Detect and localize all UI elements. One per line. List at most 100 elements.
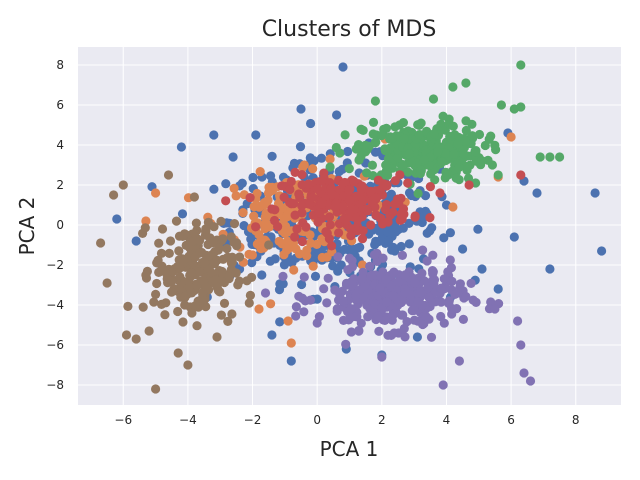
cluster-5-point bbox=[458, 314, 468, 324]
cluster-6-point bbox=[123, 301, 133, 311]
cluster-1-point bbox=[384, 236, 394, 246]
cluster-6-point bbox=[160, 310, 170, 320]
cluster-4-point bbox=[285, 184, 295, 195]
cluster-1-point bbox=[228, 152, 238, 162]
cluster-5-point bbox=[444, 298, 454, 309]
cluster-1-point bbox=[477, 264, 487, 274]
cluster-4-point bbox=[325, 220, 335, 230]
cluster-6-point bbox=[191, 218, 201, 228]
cluster-1-point bbox=[279, 260, 289, 270]
cluster-4-point bbox=[366, 220, 376, 230]
cluster-5-point bbox=[381, 275, 391, 285]
cluster-3-point bbox=[390, 122, 400, 132]
cluster-6-point bbox=[207, 268, 217, 278]
cluster-6-point bbox=[227, 309, 237, 319]
cluster-5-point bbox=[438, 380, 448, 390]
cluster-3-point bbox=[419, 155, 429, 165]
cluster-2-point bbox=[260, 212, 270, 222]
cluster-1-point bbox=[336, 260, 346, 270]
cluster-2-point bbox=[244, 249, 254, 259]
cluster-5-point bbox=[351, 291, 361, 301]
cluster-1-point bbox=[297, 279, 307, 290]
cluster-3-point bbox=[354, 155, 364, 165]
cluster-5-point bbox=[439, 274, 449, 284]
cluster-1-point bbox=[425, 226, 435, 236]
x-tick-label: 6 bbox=[507, 413, 515, 427]
cluster-5-point bbox=[312, 318, 322, 328]
cluster-5-point bbox=[278, 271, 288, 281]
cluster-4-point bbox=[307, 193, 318, 203]
cluster-5-point bbox=[341, 280, 352, 290]
cluster-5-point bbox=[519, 368, 529, 378]
cluster-4-point bbox=[388, 207, 398, 217]
cluster-4-point bbox=[297, 236, 307, 247]
x-tick-label: −6 bbox=[114, 413, 132, 427]
cluster-3-point bbox=[399, 134, 409, 144]
cluster-5-point bbox=[388, 290, 398, 301]
cluster-4-point bbox=[290, 232, 300, 242]
cluster-5-point bbox=[299, 307, 309, 317]
cluster-1-point bbox=[270, 254, 280, 264]
cluster-3-point bbox=[445, 131, 455, 142]
cluster-6-point bbox=[223, 316, 233, 326]
cluster-4-point bbox=[366, 186, 376, 196]
cluster-4-point bbox=[382, 181, 392, 191]
cluster-5-point bbox=[468, 295, 478, 305]
cluster-4-point bbox=[358, 226, 368, 236]
cluster-2-point bbox=[252, 239, 262, 249]
x-tick-label: 4 bbox=[443, 413, 451, 427]
cluster-1-point bbox=[445, 228, 455, 238]
cluster-1-point bbox=[337, 164, 347, 174]
cluster-3-point bbox=[371, 137, 381, 147]
cluster-2-point bbox=[255, 167, 265, 177]
cluster-5-point bbox=[344, 253, 355, 263]
x-tick-label: 0 bbox=[313, 413, 321, 427]
cluster-5-point bbox=[461, 291, 471, 302]
cluster-4-point bbox=[349, 176, 359, 186]
cluster-4-point bbox=[301, 222, 311, 232]
cluster-2-point bbox=[325, 154, 335, 164]
cluster-5-point bbox=[422, 256, 432, 266]
cluster-6-point bbox=[109, 190, 119, 200]
cluster-1-point bbox=[177, 209, 188, 219]
cluster-3-point bbox=[509, 104, 519, 114]
cluster-4-point bbox=[425, 182, 435, 192]
cluster-6-point bbox=[164, 248, 174, 258]
cluster-3-point bbox=[496, 100, 506, 110]
cluster-6-point bbox=[190, 228, 200, 238]
cluster-6-point bbox=[174, 231, 185, 241]
cluster-6-point bbox=[138, 302, 148, 312]
cluster-3-point bbox=[490, 140, 500, 150]
cluster-1-point bbox=[370, 240, 380, 250]
cluster-6-point bbox=[149, 297, 159, 307]
cluster-2-point bbox=[231, 191, 241, 201]
cluster-2-point bbox=[279, 250, 289, 260]
cluster-6-point bbox=[201, 226, 211, 236]
cluster-3-point bbox=[362, 168, 372, 178]
cluster-1-point bbox=[251, 130, 261, 140]
cluster-5-point bbox=[447, 276, 457, 286]
cluster-1-point bbox=[112, 214, 122, 224]
cluster-1-point bbox=[396, 241, 406, 252]
cluster-5-point bbox=[454, 356, 464, 366]
cluster-6-point bbox=[190, 252, 200, 262]
cluster-3-point bbox=[487, 160, 497, 170]
cluster-1-point bbox=[545, 264, 555, 274]
cluster-1-point bbox=[412, 332, 422, 342]
cluster-6-point bbox=[178, 317, 188, 327]
x-tick-label: −4 bbox=[179, 413, 197, 427]
cluster-1-point bbox=[338, 62, 348, 72]
cluster-3-point bbox=[474, 129, 485, 140]
cluster-3-point bbox=[356, 124, 366, 134]
cluster-5-point bbox=[363, 312, 373, 322]
cluster-4-point bbox=[370, 193, 380, 203]
cluster-3-point bbox=[360, 147, 370, 157]
cluster-2-point bbox=[141, 216, 151, 226]
cluster-6-point bbox=[264, 240, 274, 250]
y-tick-label: −6 bbox=[46, 338, 64, 352]
cluster-4-point bbox=[345, 223, 355, 234]
y-tick-label: 2 bbox=[56, 178, 64, 192]
cluster-3-point bbox=[463, 173, 474, 183]
cluster-3-point bbox=[461, 116, 471, 126]
